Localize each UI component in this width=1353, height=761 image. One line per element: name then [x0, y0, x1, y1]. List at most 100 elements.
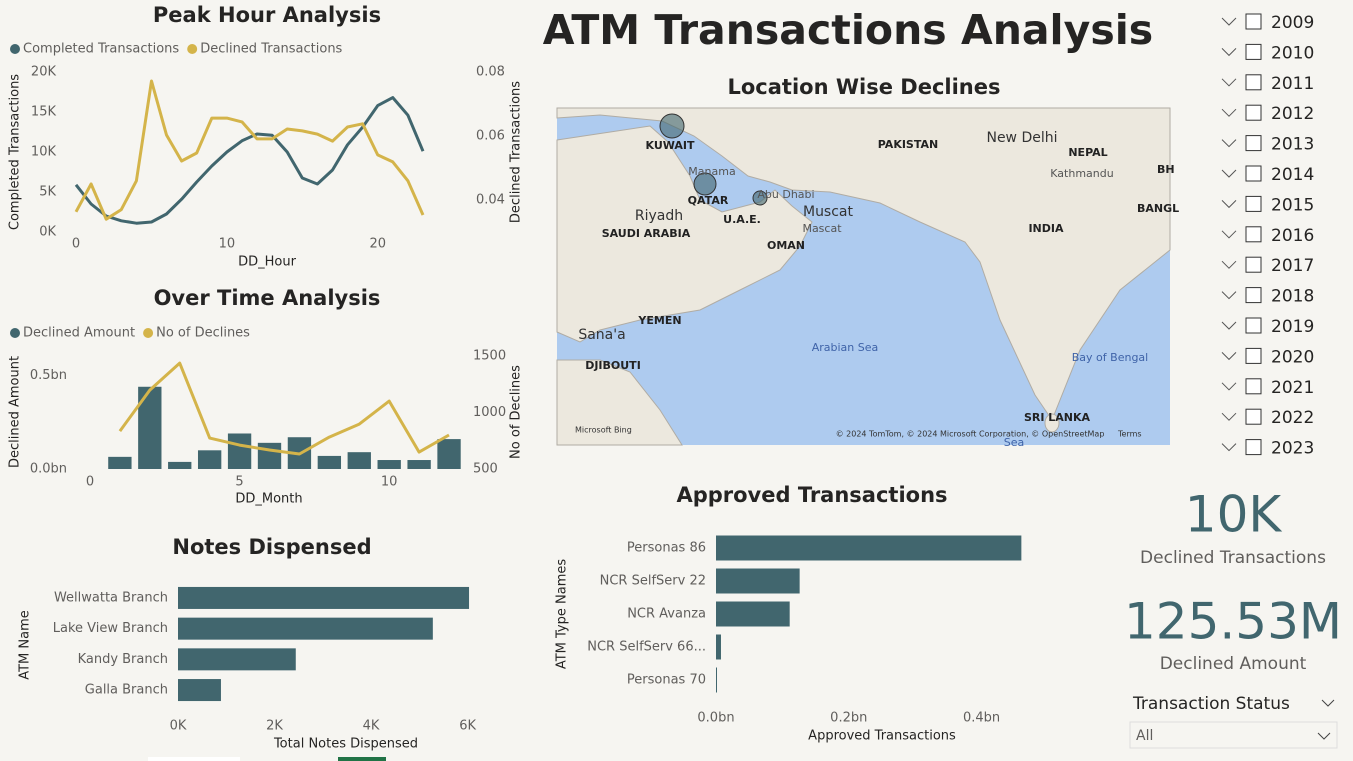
bar[interactable]: [178, 648, 296, 671]
slicer-checkbox[interactable]: [1245, 43, 1262, 60]
slicer-checkbox[interactable]: [1245, 378, 1262, 395]
card-value: 125.53M: [1124, 593, 1342, 651]
slicer-chevron[interactable]: [1221, 17, 1237, 26]
bar[interactable]: [227, 433, 252, 469]
filter-chevron[interactable]: [1321, 699, 1335, 707]
slicer-chevron[interactable]: [1221, 139, 1237, 148]
slicer-chevron[interactable]: [1221, 169, 1237, 178]
map-terms[interactable]: Terms: [1117, 430, 1142, 439]
slicer-checkbox[interactable]: [1245, 195, 1262, 212]
slicer-checkbox[interactable]: [1245, 347, 1262, 364]
line[interactable]: [74, 96, 425, 225]
map-label: Abu Dhabi: [757, 188, 814, 201]
slicer-label: 2013: [1271, 135, 1314, 155]
map-label: SRI LANKA: [1024, 411, 1091, 424]
map-label: Muscat: [803, 204, 854, 220]
map-label: BH: [1157, 163, 1175, 176]
land: [556, 125, 813, 343]
slicer-label: 2018: [1271, 287, 1314, 307]
slicer-checkbox[interactable]: [1245, 287, 1262, 304]
slicer-checkbox[interactable]: [1245, 104, 1262, 121]
legend-label[interactable]: No of Declines: [156, 326, 250, 341]
line[interactable]: [118, 361, 450, 456]
map-attribution[interactable]: © 2024 TomTom, © 2024 Microsoft Corporat…: [836, 430, 1105, 439]
slicer-chevron[interactable]: [1221, 260, 1237, 269]
slicer-chevron[interactable]: [1221, 382, 1237, 391]
location-bubble[interactable]: [693, 172, 717, 196]
category-label: NCR SelfServ 22: [600, 574, 706, 589]
slicer-label: 2023: [1271, 439, 1314, 459]
slicer-chevron[interactable]: [1221, 443, 1237, 452]
map-label: INDIA: [1028, 222, 1064, 235]
slicer-checkbox[interactable]: [1245, 317, 1262, 334]
y-tick-label: 10K: [31, 145, 57, 160]
slicer-chevron[interactable]: [1221, 78, 1237, 87]
bar[interactable]: [716, 568, 800, 594]
bar[interactable]: [317, 455, 342, 469]
slicer-checkbox[interactable]: [1245, 439, 1262, 456]
bar[interactable]: [716, 535, 1022, 561]
legend-label[interactable]: Declined Transactions: [200, 42, 342, 57]
chart-title: Over Time Analysis: [154, 286, 381, 310]
bar[interactable]: [716, 667, 717, 693]
bar[interactable]: [168, 461, 192, 469]
page-tab[interactable]: [338, 757, 386, 761]
card-label: Declined Transactions: [1140, 548, 1326, 568]
location-bubble[interactable]: [752, 190, 768, 206]
dropdown-chevron: [1317, 732, 1331, 740]
slicer-label: 2017: [1271, 256, 1314, 276]
bar[interactable]: [407, 460, 431, 469]
land: [556, 359, 683, 446]
bar[interactable]: [178, 586, 470, 609]
bar[interactable]: [197, 450, 222, 469]
slicer-chevron[interactable]: [1221, 291, 1237, 300]
x-tick-label: 10: [381, 475, 398, 490]
bar[interactable]: [377, 460, 401, 469]
slicer-chevron[interactable]: [1221, 108, 1237, 117]
slicer-checkbox[interactable]: [1245, 408, 1262, 425]
x-tick-label: 0K: [170, 719, 187, 734]
slicer-chevron[interactable]: [1221, 412, 1237, 421]
bar[interactable]: [108, 456, 132, 469]
bar[interactable]: [347, 452, 371, 469]
filter-dropdown[interactable]: [1129, 721, 1338, 749]
bar[interactable]: [716, 634, 721, 660]
bar[interactable]: [178, 617, 433, 640]
bar[interactable]: [138, 386, 162, 469]
chart-title: Notes Dispensed: [172, 535, 371, 559]
slicer-checkbox[interactable]: [1245, 226, 1262, 243]
slicer-chevron[interactable]: [1221, 200, 1237, 209]
bar[interactable]: [437, 439, 461, 469]
map-label: U.A.E.: [723, 213, 761, 226]
bar[interactable]: [716, 601, 790, 627]
y-tick-label: 0.5bn: [30, 368, 67, 383]
slicer-label: 2015: [1271, 195, 1314, 215]
slicer-label: 2019: [1271, 317, 1314, 337]
slicer-checkbox[interactable]: [1245, 135, 1262, 152]
bar[interactable]: [257, 442, 282, 469]
slicer-label: 2014: [1271, 165, 1314, 185]
land: [1044, 413, 1060, 433]
slicer-chevron[interactable]: [1221, 321, 1237, 330]
y2-tick-label: 0.04: [476, 193, 505, 208]
bar[interactable]: [178, 679, 221, 702]
slicer-checkbox[interactable]: [1245, 74, 1262, 91]
filter-value: All: [1136, 728, 1153, 744]
map-label: New Delhi: [986, 130, 1057, 146]
page-tab[interactable]: [148, 757, 240, 761]
x-axis-title: Approved Transactions: [808, 729, 956, 744]
legend-label[interactable]: Declined Amount: [23, 326, 135, 341]
slicer-checkbox[interactable]: [1245, 165, 1262, 182]
slicer-chevron[interactable]: [1221, 352, 1237, 361]
slicer-chevron[interactable]: [1221, 230, 1237, 239]
category-label: Personas 70: [627, 673, 706, 688]
x-tick-label: 20: [369, 237, 386, 252]
slicer-checkbox[interactable]: [1245, 256, 1262, 273]
x-tick-label: 5: [235, 475, 243, 490]
location-bubble[interactable]: [659, 113, 685, 139]
line[interactable]: [74, 79, 425, 221]
slicer-chevron[interactable]: [1221, 48, 1237, 57]
x-tick-label: 0: [86, 475, 94, 490]
slicer-checkbox[interactable]: [1245, 13, 1262, 30]
legend-label[interactable]: Completed Transactions: [23, 42, 179, 57]
